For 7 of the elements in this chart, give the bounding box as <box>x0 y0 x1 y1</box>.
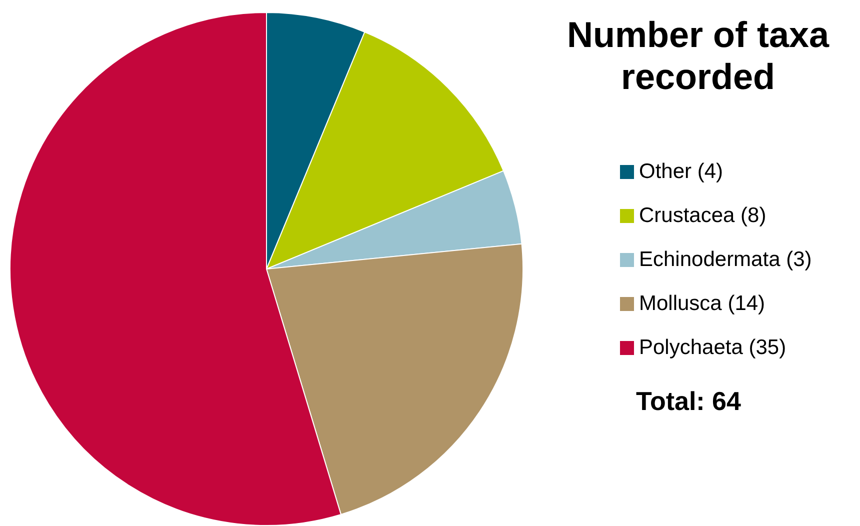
legend-label: Mollusca (14) <box>639 292 766 316</box>
legend-label: Other (4) <box>639 160 724 184</box>
legend-label: Crustacea (8) <box>639 204 766 228</box>
text: Total: 64 <box>636 386 742 417</box>
legend-label: Echinodermata (3) <box>639 248 812 272</box>
text: Number of taxa recorded <box>566 14 830 98</box>
legend-label: Polychaeta (35) <box>639 336 786 360</box>
